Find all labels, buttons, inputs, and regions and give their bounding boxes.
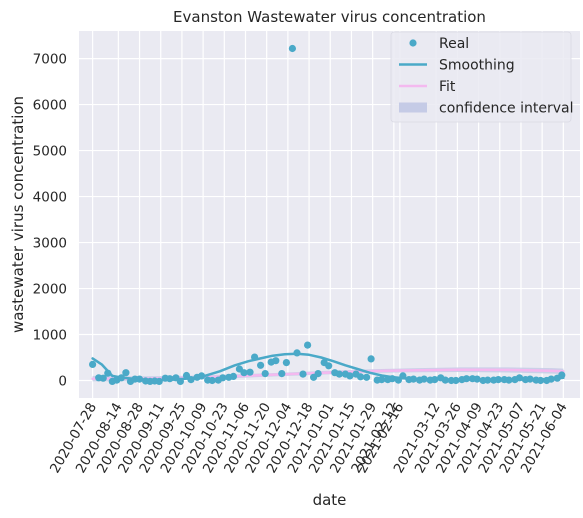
legend-label: Smoothing bbox=[439, 58, 515, 74]
data-point bbox=[229, 372, 237, 380]
legend-box bbox=[390, 31, 572, 123]
data-point bbox=[537, 376, 545, 385]
data-point bbox=[515, 374, 524, 382]
data-point bbox=[251, 353, 259, 361]
data-point bbox=[505, 376, 513, 384]
data-point bbox=[484, 376, 492, 384]
data-point bbox=[282, 359, 290, 367]
data-point bbox=[257, 361, 265, 369]
data-point bbox=[208, 376, 216, 385]
data-point bbox=[219, 374, 227, 382]
data-point bbox=[272, 357, 280, 365]
data-point bbox=[452, 376, 460, 385]
y-tick-label: 1000 bbox=[33, 328, 67, 344]
data-point bbox=[261, 370, 269, 378]
data-point bbox=[299, 370, 307, 378]
data-point bbox=[166, 375, 174, 383]
y-tick-label: 0 bbox=[58, 374, 67, 390]
y-tick-label: 7000 bbox=[33, 52, 67, 68]
y-tick-labels: 0 1000 2000 3000 4000 5000 6000 7000 bbox=[33, 52, 67, 390]
x-tick-labels: 2020-07-282020-08-142020-08-282020-09-11… bbox=[47, 400, 571, 476]
data-point bbox=[409, 375, 418, 383]
data-point bbox=[155, 377, 163, 385]
data-point bbox=[89, 360, 97, 368]
data-point bbox=[399, 372, 407, 380]
data-point bbox=[394, 376, 402, 384]
data-point bbox=[99, 374, 107, 382]
data-point bbox=[335, 370, 343, 378]
data-point bbox=[304, 341, 312, 349]
y-tick-label: 5000 bbox=[33, 144, 67, 160]
y-tick-label: 4000 bbox=[33, 190, 67, 206]
data-point bbox=[494, 376, 502, 384]
data-point bbox=[367, 355, 375, 363]
data-point bbox=[314, 370, 322, 378]
legend: Real Smoothing Fit confidence interval bbox=[390, 31, 573, 123]
data-point bbox=[441, 376, 449, 384]
data-point bbox=[356, 373, 365, 381]
data-point bbox=[288, 44, 296, 53]
data-point bbox=[473, 375, 481, 383]
data-point bbox=[325, 362, 333, 370]
data-point bbox=[431, 376, 439, 384]
data-point bbox=[420, 375, 428, 383]
data-point bbox=[198, 372, 206, 380]
data-point bbox=[388, 375, 396, 383]
data-point bbox=[187, 376, 195, 384]
data-point bbox=[104, 369, 112, 377]
data-point bbox=[246, 368, 254, 376]
data-point bbox=[293, 349, 301, 357]
legend-label: Fit bbox=[439, 79, 456, 95]
data-point bbox=[462, 375, 471, 383]
chart-title: Evanston Wastewater virus concentration bbox=[173, 8, 486, 26]
data-point bbox=[122, 369, 130, 377]
y-axis-label: wastewater virus concentration bbox=[9, 96, 27, 333]
real-points-layer bbox=[89, 44, 566, 385]
legend-label: Real bbox=[439, 36, 469, 52]
data-point bbox=[176, 377, 184, 385]
y-tick-label: 3000 bbox=[33, 236, 67, 252]
data-point bbox=[117, 374, 125, 382]
y-tick-label: 2000 bbox=[33, 282, 67, 298]
legend-label: confidence interval bbox=[439, 101, 573, 117]
data-point bbox=[240, 369, 248, 377]
data-point bbox=[135, 375, 144, 383]
legend-patch-icon bbox=[399, 102, 427, 113]
data-point bbox=[363, 373, 371, 381]
y-tick-label: 6000 bbox=[33, 98, 67, 114]
data-point bbox=[278, 370, 286, 378]
x-axis-label: date bbox=[313, 491, 347, 509]
data-point bbox=[547, 375, 555, 383]
data-point bbox=[346, 372, 354, 380]
data-point bbox=[378, 376, 386, 384]
data-point bbox=[558, 371, 566, 379]
data-point bbox=[526, 375, 534, 383]
legend-marker-icon bbox=[409, 39, 417, 47]
